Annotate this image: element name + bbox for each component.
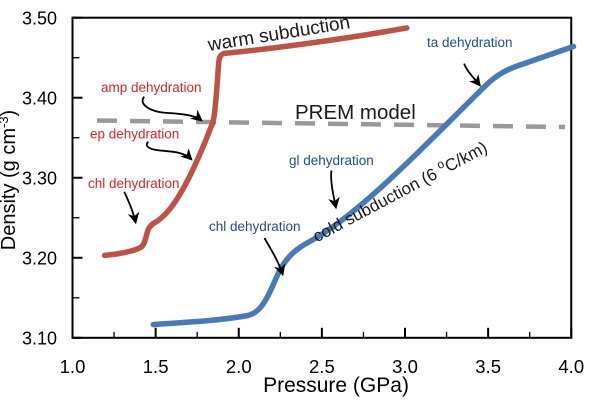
- svg-text:1.5: 1.5: [143, 356, 169, 377]
- svg-text:ep dehydration: ep dehydration: [90, 127, 179, 142]
- svg-text:PREM model: PREM model: [295, 101, 416, 124]
- svg-text:gl dehydration: gl dehydration: [289, 153, 374, 168]
- svg-text:3.30: 3.30: [22, 169, 57, 189]
- svg-text:3.20: 3.20: [22, 249, 57, 269]
- svg-text:1.0: 1.0: [60, 356, 86, 377]
- svg-text:3.40: 3.40: [22, 89, 57, 109]
- svg-text:cold subduction (6 oC/km): cold subduction (6 oC/km): [308, 135, 490, 246]
- svg-text:chl dehydration: chl dehydration: [209, 219, 301, 234]
- svg-text:chl dehydration: chl dehydration: [88, 176, 180, 191]
- svg-text:3.10: 3.10: [22, 329, 57, 349]
- svg-text:ta dehydration: ta dehydration: [427, 35, 513, 50]
- svg-text:3.50: 3.50: [22, 9, 57, 29]
- svg-text:Density (g cm-3): Density (g cm-3): [0, 110, 20, 250]
- svg-text:4.0: 4.0: [558, 356, 584, 377]
- svg-text:amp dehydration: amp dehydration: [101, 80, 202, 95]
- svg-text:2.0: 2.0: [226, 356, 252, 377]
- svg-text:3.5: 3.5: [475, 356, 501, 377]
- svg-text:Pressure (GPa): Pressure (GPa): [263, 374, 409, 397]
